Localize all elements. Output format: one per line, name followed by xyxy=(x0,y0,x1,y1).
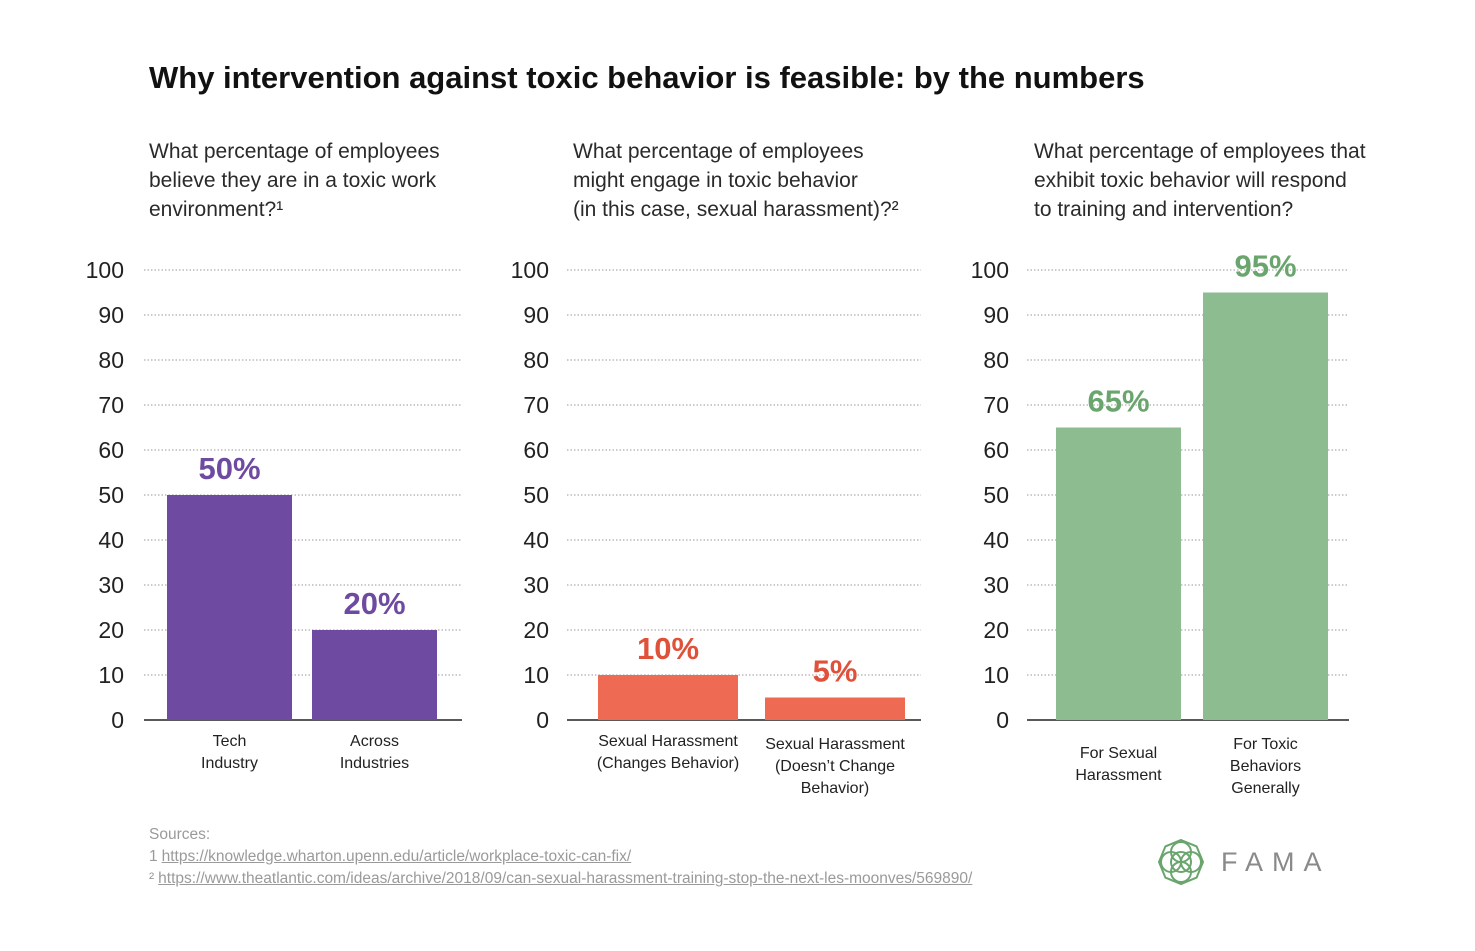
category-label: Sexual Harassment (Doesn’t Change Behavior… xyxy=(765,736,905,797)
category-label-line: Industry xyxy=(201,755,258,772)
y-tick-label: 30 xyxy=(983,572,1009,598)
y-tick-label: 40 xyxy=(523,527,549,553)
sources: Sources: 1 https://knowledge.wharton.upen… xyxy=(149,824,972,890)
y-tick-label: 70 xyxy=(983,392,1009,418)
y-tick-label: 80 xyxy=(523,347,549,373)
question-line: What percentage of employees that xyxy=(1034,140,1366,163)
category-label-line: Sexual Harassment xyxy=(765,736,905,753)
bar xyxy=(765,697,905,720)
y-tick-label: 20 xyxy=(523,617,549,643)
question-line: What percentage of employees xyxy=(149,140,440,163)
y-tick-label: 40 xyxy=(98,527,124,553)
bar xyxy=(598,675,738,720)
question-line: environment?¹ xyxy=(149,198,284,221)
y-tick-label: 40 xyxy=(983,527,1009,553)
chart-1-question: What percentage of employees believe the… xyxy=(149,137,440,224)
y-tick-label: 20 xyxy=(98,617,124,643)
question-line: exhibit toxic behavior will respond xyxy=(1034,169,1347,192)
y-tick-label: 90 xyxy=(98,302,124,328)
logo-text: FAMA xyxy=(1221,846,1331,877)
y-tick-label: 50 xyxy=(983,482,1009,508)
category-label-line: For Sexual xyxy=(1080,745,1157,762)
category-label: Across Industries xyxy=(340,733,409,772)
y-tick-label: 10 xyxy=(523,662,549,688)
category-label-line: Tech xyxy=(213,733,247,750)
y-tick-label: 60 xyxy=(983,437,1009,463)
source-item-2: ² https://www.theatlantic.com/ideas/archi… xyxy=(149,868,972,890)
y-tick-label: 80 xyxy=(98,347,124,373)
category-label-line: Harassment xyxy=(1075,767,1162,784)
category-label-line: Behavior) xyxy=(801,780,869,797)
category-label-line: Across xyxy=(350,733,399,750)
category-label-line: For Toxic xyxy=(1233,736,1298,753)
category-label-line: (Doesn’t Change xyxy=(775,758,895,775)
bar-value-label: 65% xyxy=(1087,384,1149,419)
source-link-1[interactable]: https://knowledge.wharton.upenn.edu/arti… xyxy=(161,848,632,865)
y-tick-label: 60 xyxy=(98,437,124,463)
bar-value-label: 20% xyxy=(343,586,405,621)
source-number: 1 xyxy=(149,848,158,865)
category-label-line: Generally xyxy=(1231,780,1299,797)
y-tick-label: 70 xyxy=(523,392,549,418)
y-tick-label: 80 xyxy=(983,347,1009,373)
y-tick-label: 70 xyxy=(98,392,124,418)
category-label: Tech Industry xyxy=(201,733,258,772)
chart-2-question: What percentage of employees might engag… xyxy=(573,137,899,224)
category-label-line: Sexual Harassment xyxy=(598,733,738,750)
source-number: ² xyxy=(149,870,155,887)
question-line: might engage in toxic behavior xyxy=(573,169,858,192)
category-label-line: Industries xyxy=(340,755,409,772)
y-tick-label: 30 xyxy=(523,572,549,598)
y-tick-label: 50 xyxy=(523,482,549,508)
y-tick-label: 10 xyxy=(98,662,124,688)
sources-label: Sources: xyxy=(149,826,211,843)
category-label-line: (Changes Behavior) xyxy=(597,755,739,772)
chart-3-question: What percentage of employees that exhibi… xyxy=(1034,137,1366,224)
fama-flower-icon xyxy=(1157,838,1205,886)
y-tick-label: 50 xyxy=(98,482,124,508)
bar-value-label: 95% xyxy=(1234,249,1296,284)
chart-title: Why intervention against toxic behavior … xyxy=(149,60,1145,95)
y-tick-label: 100 xyxy=(971,257,1009,283)
category-label: Sexual Harassment (Changes Behavior) xyxy=(597,733,739,772)
y-tick-label: 90 xyxy=(983,302,1009,328)
y-tick-label: 30 xyxy=(98,572,124,598)
y-tick-label: 60 xyxy=(523,437,549,463)
question-line: to training and intervention? xyxy=(1034,198,1294,221)
bar xyxy=(1056,427,1181,720)
bar-value-label: 10% xyxy=(637,631,699,666)
category-label: For Sexual Harassment xyxy=(1075,745,1162,784)
category-label-line: Behaviors xyxy=(1230,758,1301,775)
fama-logo: FAMA xyxy=(1157,838,1331,886)
y-tick-label: 100 xyxy=(86,257,124,283)
bar xyxy=(1203,292,1328,720)
y-tick-label: 0 xyxy=(111,707,124,733)
question-line: believe they are in a toxic work xyxy=(149,169,437,192)
category-label: For Toxic Behaviors Generally xyxy=(1230,736,1301,797)
source-item-1: 1 https://knowledge.wharton.upenn.edu/art… xyxy=(149,846,972,868)
y-tick-label: 20 xyxy=(983,617,1009,643)
question-line: What percentage of employees xyxy=(573,140,864,163)
bar-value-label: 5% xyxy=(813,654,858,689)
bar xyxy=(167,495,292,720)
bar-value-label: 50% xyxy=(198,451,260,486)
y-tick-label: 0 xyxy=(996,707,1009,733)
question-line: (in this case, sexual harassment)?² xyxy=(573,198,899,221)
y-tick-label: 90 xyxy=(523,302,549,328)
y-tick-label: 0 xyxy=(536,707,549,733)
source-link-2[interactable]: https://www.theatlantic.com/ideas/archiv… xyxy=(158,870,973,887)
y-tick-label: 10 xyxy=(983,662,1009,688)
bar xyxy=(312,630,437,720)
y-tick-label: 100 xyxy=(511,257,549,283)
